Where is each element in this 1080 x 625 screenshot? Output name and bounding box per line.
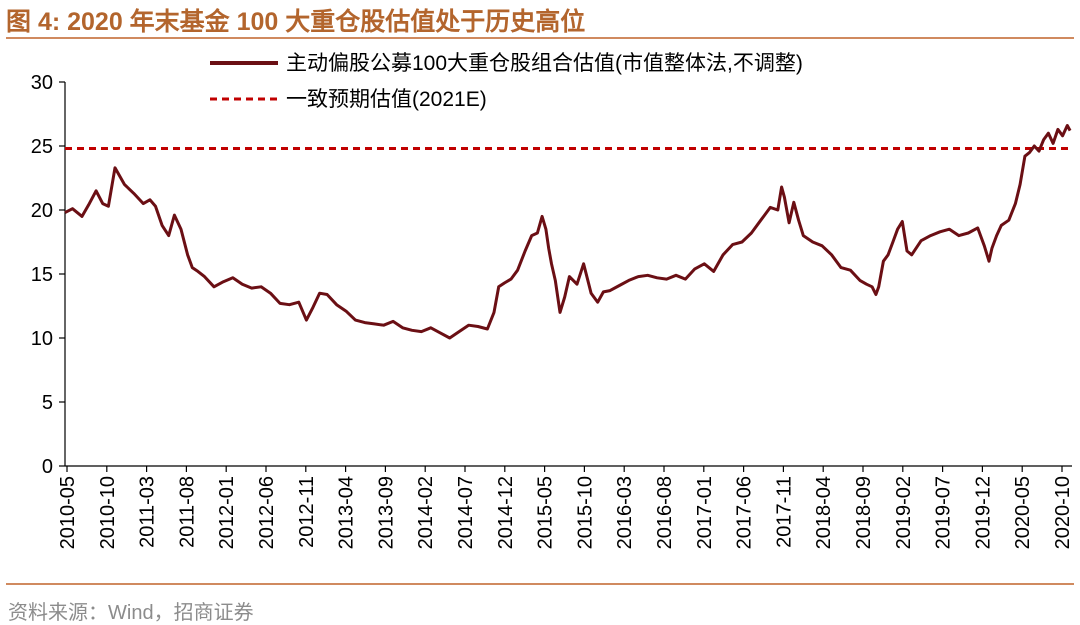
- x-ticks: 2010-05 2010-10 2011-03 2011-08 2012-01 2012-…: [57, 466, 1074, 549]
- x-tick-label: 2012-06: [256, 476, 278, 549]
- legend-label-consensus: 一致预期估值(2021E): [286, 88, 487, 111]
- main-valuation-series: [64, 124, 1072, 340]
- y-tick-label: 15: [31, 264, 53, 286]
- source-note: 资料来源：Wind，招商证券: [8, 602, 254, 624]
- figure-title: 图 4: 2020 年末基金 100 大重仓股估值处于历史高位: [6, 8, 586, 36]
- chart-axes: [64, 82, 1072, 467]
- title-rule: [6, 37, 1074, 39]
- y-tick-label: 10: [31, 328, 53, 350]
- x-tick-label: 2018-04: [813, 476, 835, 549]
- x-tick-label: 2015-10: [574, 476, 596, 549]
- x-tick-label: 2017-06: [734, 476, 756, 549]
- x-tick-label: 2012-11: [296, 476, 318, 548]
- x-tick-label: 2013-04: [336, 476, 358, 549]
- line-chart: 0 5 10 15 20 25 30 2010-05 2010-10 2011-03 2011-0…: [31, 52, 1074, 549]
- x-tick-label: 2010-10: [97, 476, 119, 549]
- x-tick-label: 2011-08: [176, 476, 198, 548]
- x-tick-label: 2018-09: [853, 476, 875, 549]
- y-ticks: 0 5 10 15 20 25 30: [31, 72, 65, 478]
- x-tick-label: 2014-12: [495, 476, 517, 549]
- y-tick-label: 30: [31, 72, 53, 94]
- x-tick-label: 2020-05: [1012, 476, 1034, 549]
- y-tick-label: 20: [31, 200, 53, 222]
- x-tick-label: 2016-03: [614, 476, 636, 549]
- x-tick-label: 2013-09: [375, 476, 397, 549]
- x-tick-label: 2014-07: [455, 476, 477, 549]
- x-tick-label: 2020-10: [1052, 476, 1074, 549]
- legend: 主动偏股公募100大重仓股组合估值(市值整体法,不调整) 一致预期估值(2021…: [210, 52, 803, 111]
- x-tick-label: 2016-08: [654, 476, 676, 549]
- bottom-rule: [6, 583, 1074, 585]
- x-tick-label: 2017-01: [694, 476, 716, 549]
- x-tick-label: 2011-03: [137, 476, 159, 548]
- x-tick-label: 2015-05: [535, 476, 557, 549]
- legend-label-main: 主动偏股公募100大重仓股组合估值(市值整体法,不调整): [286, 52, 803, 75]
- x-tick-label: 2012-01: [216, 476, 238, 549]
- x-tick-label: 2019-02: [893, 476, 915, 549]
- y-tick-label: 25: [31, 136, 53, 158]
- y-tick-label: 5: [42, 392, 53, 414]
- x-tick-label: 2017-11: [773, 476, 795, 548]
- y-tick-label: 0: [42, 456, 53, 478]
- x-tick-label: 2014-02: [415, 476, 437, 549]
- x-tick-label: 2010-05: [57, 476, 79, 549]
- x-tick-label: 2019-12: [972, 476, 994, 549]
- x-tick-label: 2019-07: [933, 476, 955, 549]
